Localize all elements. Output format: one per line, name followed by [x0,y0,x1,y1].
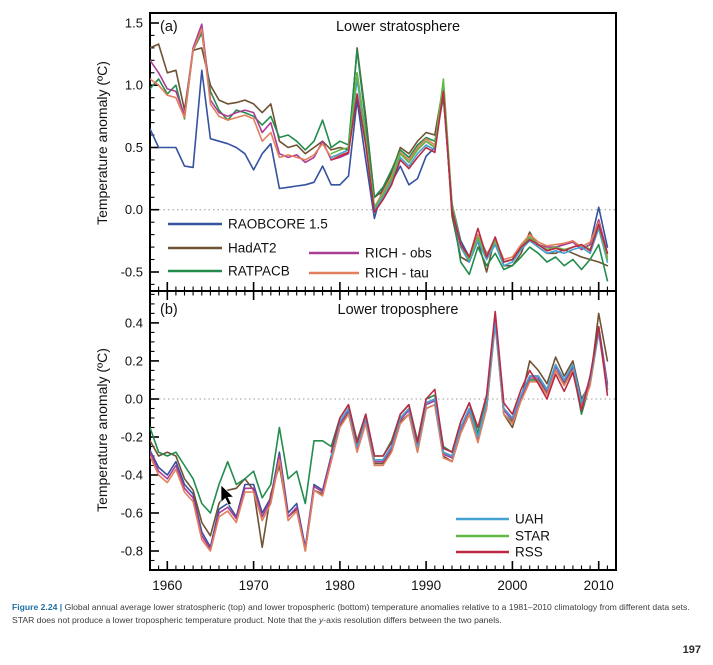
y-tick-label: 0.4 [125,315,143,330]
legend-label: HadAT2 [228,241,277,256]
panel-a: (a) Lower stratosphere Temperature anoma… [94,12,617,292]
y-tick-label: 0.0 [125,392,143,407]
panel-a-ylabel: Temperature anomaly (ºC) [94,61,110,225]
panel-b-ylabel: Temperature anomaly (ºC) [94,348,110,512]
series-ratpacb [150,32,609,282]
x-tick-label: 1990 [411,578,441,593]
panel-a-title: Lower stratosphere [336,19,460,35]
legend-label: RATPACB [228,264,290,279]
y-tick-label: -0.6 [121,506,143,521]
figure-caption-label: Figure 2.24 | [12,602,63,612]
page-number: 197 [682,644,701,656]
panel-b: (b) Lower troposphere Temperature anomal… [94,290,617,593]
y-tick-label: -0.4 [121,468,143,483]
x-tick-label: 2000 [497,578,527,593]
panel-a-label: (a) [160,19,178,35]
y-tick-label: 1.0 [125,78,143,93]
x-tick-label: 1980 [325,578,355,593]
x-tick-label: 2010 [584,578,614,593]
figure-caption-text-end: -axis resolution differs between the two… [323,614,502,625]
series-rss [330,90,609,263]
figure-caption: Figure 2.24 | Global annual average lowe… [12,601,704,626]
y-tick-label: -0.8 [121,544,143,559]
legend-label: RICH - tau [365,266,429,281]
legend-label: RICH - obs [365,246,432,261]
y-tick-label: 0.0 [125,202,143,217]
series-rich---obs [150,320,609,550]
figure-caption-text: Global annual average lower stratospheri… [12,602,690,625]
series-rss [330,310,609,457]
legend-label: UAH [515,512,544,527]
panel-b-label: (b) [160,302,178,318]
series-ratpacb [150,318,609,514]
y-tick-label: 1.5 [125,16,143,31]
series-hadat2 [150,43,609,273]
series-star [330,72,609,263]
series-rich---tau [150,323,609,552]
figure-caption-italic-y: y [319,614,324,625]
panel-b-plot: -0.8 -0.6 -0.4 -0.2 0.0 0.2 0.4 1960 1970 1980 199… [121,291,617,593]
figure-chart: (a) Lower stratosphere Temperature anoma… [94,12,617,593]
series-rich---obs [150,23,609,263]
panel-b-title: Lower troposphere [338,302,459,318]
legend-label: STAR [515,529,550,544]
y-tick-label: -0.2 [121,430,143,445]
mouse-cursor [220,484,235,506]
y-tick-label: 0.2 [125,353,143,368]
y-tick-label: -0.5 [121,265,143,280]
legend-label: RSS [515,545,543,560]
panel-a-plot: -0.5 0.0 0.5 1.0 1.5 RAOBCORE 1.5 HadAT2 RATPAC… [121,16,617,291]
legend-label: RAOBCORE 1.5 [228,217,328,232]
x-tick-label: 1960 [152,578,182,593]
x-tick-label: 1970 [239,578,269,593]
y-tick-label: 0.5 [125,140,143,155]
series-uah [330,322,609,461]
series-uah [330,78,609,267]
